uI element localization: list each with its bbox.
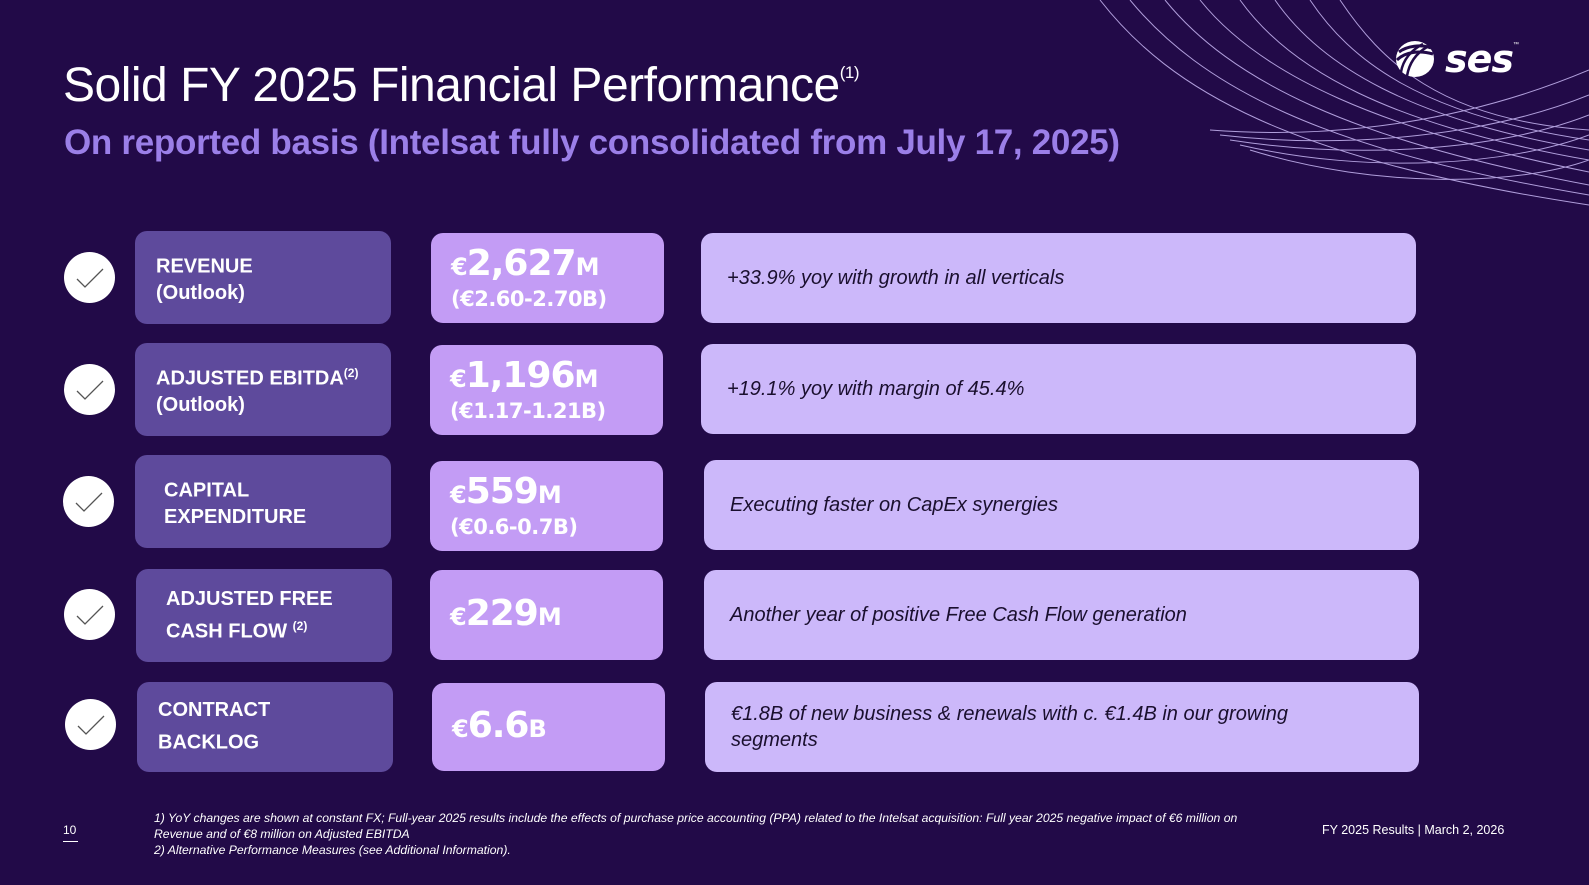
trademark-symbol: ™ — [1513, 42, 1520, 48]
metric-description: +33.9% yoy with growth in all verticals — [701, 233, 1416, 323]
title-text: Solid FY 2025 Financial Performance — [63, 59, 840, 112]
value-main: €2,627M — [451, 242, 599, 284]
value-main: €6.6B — [452, 704, 547, 746]
footnote-1: 1) YoY changes are shown at constant FX;… — [154, 811, 1238, 841]
metric-label: CAPITAL EXPENDITURE — [135, 455, 391, 548]
metric-row-contract-backlog: CONTRACT BACKLOG €6.6B €1.8B of new busi… — [0, 682, 1589, 776]
page-number: 10 — [63, 823, 77, 837]
metric-label: ADJUSTED EBITDA(2) (Outlook) — [135, 343, 391, 436]
check-icon — [64, 252, 115, 303]
metric-value: €6.6B — [432, 683, 665, 771]
label-line2: EXPENDITURE — [164, 506, 307, 529]
metric-label: ADJUSTED FREE CASH FLOW (2) — [136, 569, 392, 662]
metric-row-free-cash-flow: ADJUSTED FREE CASH FLOW (2) €229M Anothe… — [0, 569, 1589, 663]
metric-row-revenue: REVENUE (Outlook) €2,627M (€2.60-2.70B) … — [0, 231, 1589, 325]
metric-label: CONTRACT BACKLOG — [137, 682, 393, 772]
metric-label: REVENUE (Outlook) — [135, 231, 391, 324]
value-range: (€2.60-2.70B) — [451, 286, 607, 311]
page-number-underline — [63, 841, 78, 842]
footnotes: 1) YoY changes are shown at constant FX;… — [154, 810, 1274, 858]
footer-presentation-info: FY 2025 Results | March 2, 2026 — [1322, 823, 1505, 837]
label-line1: CAPITAL — [164, 479, 250, 502]
ses-globe-icon — [1395, 41, 1434, 77]
check-icon — [65, 699, 116, 750]
metric-value: €1,196M (€1.17-1.21B) — [430, 345, 663, 435]
label-line1: REVENUE — [156, 255, 253, 278]
label-line2: BACKLOG — [158, 731, 260, 754]
page-subtitle: On reported basis (Intelsat fully consol… — [64, 123, 1120, 162]
label-line2: (Outlook) — [156, 282, 245, 305]
label-line2: (Outlook) — [156, 394, 245, 417]
metric-value: €229M — [430, 570, 663, 660]
metric-row-adjusted-ebitda: ADJUSTED EBITDA(2) (Outlook) €1,196M (€1… — [0, 343, 1589, 437]
value-main: €1,196M — [450, 354, 598, 396]
page-title: Solid FY 2025 Financial Performance(1) — [63, 58, 859, 113]
metric-value: €2,627M (€2.60-2.70B) — [431, 233, 664, 323]
check-icon — [64, 364, 115, 415]
value-range: (€0.6-0.7B) — [450, 514, 578, 539]
ses-logo: ses ™ — [1393, 36, 1533, 82]
title-footnote-ref: (1) — [839, 63, 860, 82]
value-range: (€1.17-1.21B) — [450, 398, 606, 423]
metric-description: Another year of positive Free Cash Flow … — [704, 570, 1419, 660]
metric-row-capex: CAPITAL EXPENDITURE €559M (€0.6-0.7B) Ex… — [0, 455, 1589, 551]
label-line1: CONTRACT — [158, 699, 271, 722]
label-line1: ADJUSTED EBITDA(2) — [156, 365, 359, 390]
logo-text: ses — [1445, 37, 1514, 81]
label-line2: CASH FLOW (2) — [166, 618, 308, 643]
value-main: €559M — [450, 470, 562, 512]
check-icon — [64, 589, 115, 640]
metric-description: €1.8B of new business & renewals with c.… — [705, 682, 1419, 772]
check-icon — [63, 476, 114, 527]
metric-value: €559M (€0.6-0.7B) — [430, 461, 663, 551]
decorative-wave-lines — [1099, 0, 1589, 206]
footnote-2: 2) Alternative Performance Measures (see… — [154, 843, 511, 857]
label-line1: ADJUSTED FREE — [166, 587, 333, 610]
metric-description: Executing faster on CapEx synergies — [704, 460, 1419, 550]
metric-description: +19.1% yoy with margin of 45.4% — [701, 344, 1416, 434]
value-main: €229M — [450, 592, 562, 634]
